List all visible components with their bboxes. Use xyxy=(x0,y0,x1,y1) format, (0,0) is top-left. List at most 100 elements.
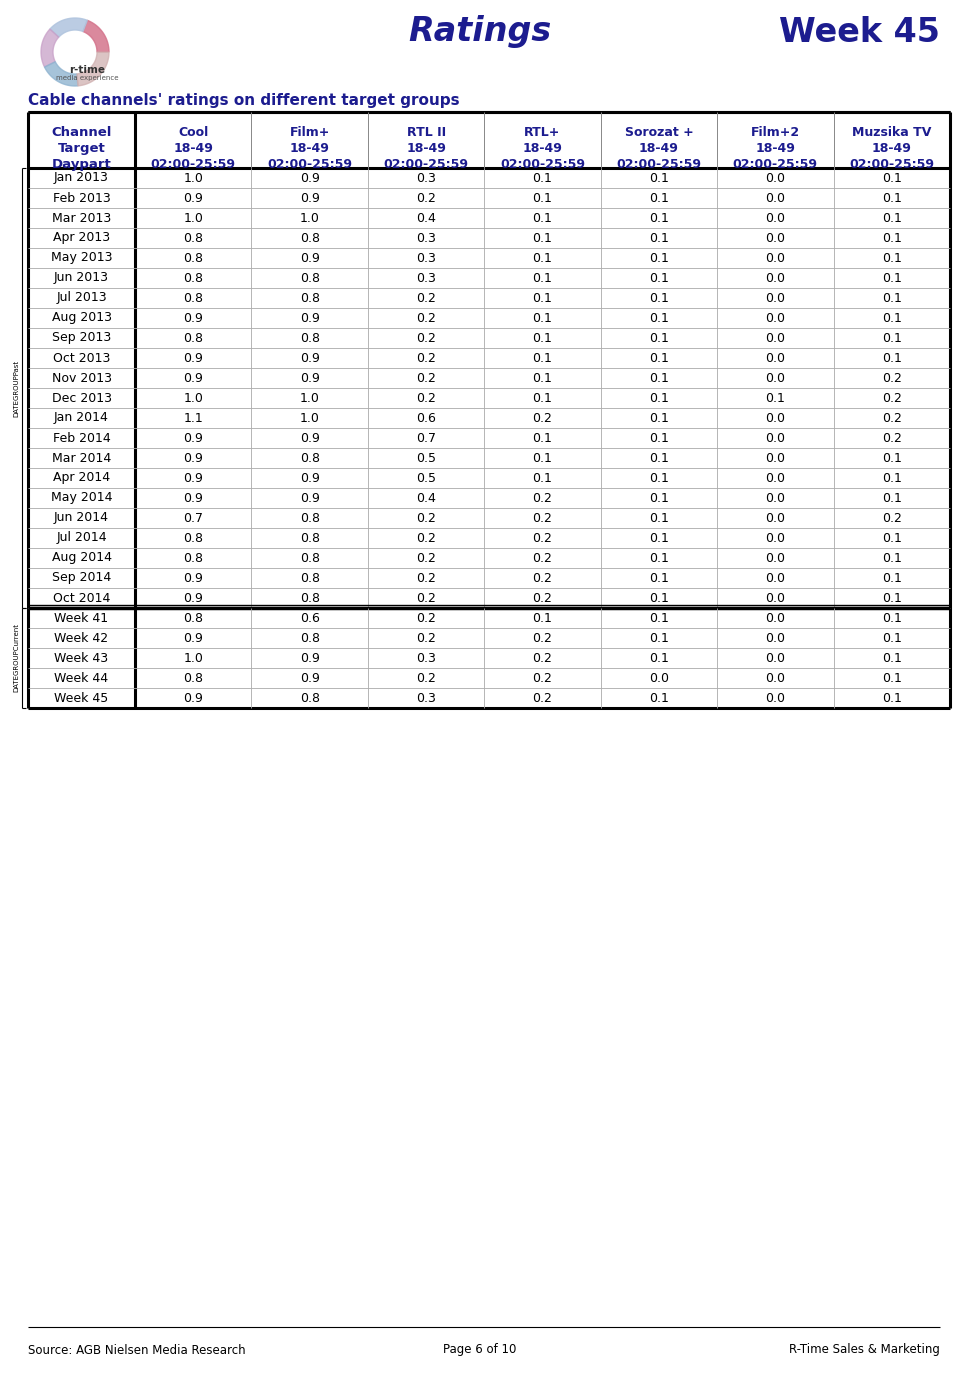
Text: DATEGROUPCurrent: DATEGROUPCurrent xyxy=(13,624,19,693)
Text: 0.0: 0.0 xyxy=(765,511,785,525)
Text: 0.0: 0.0 xyxy=(765,492,785,504)
Text: 0.7: 0.7 xyxy=(183,511,204,525)
Text: 0.9: 0.9 xyxy=(300,651,320,665)
Text: 0.1: 0.1 xyxy=(533,391,552,405)
Text: 0.1: 0.1 xyxy=(649,592,669,605)
Text: 0.2: 0.2 xyxy=(416,611,436,625)
Text: 0.1: 0.1 xyxy=(882,532,901,544)
Text: 0.2: 0.2 xyxy=(416,632,436,644)
Text: 02:00-25:59: 02:00-25:59 xyxy=(616,158,702,171)
Text: 0.1: 0.1 xyxy=(649,231,669,245)
Text: 0.8: 0.8 xyxy=(300,532,320,544)
Text: Jan 2014: Jan 2014 xyxy=(54,412,108,424)
Text: 0.0: 0.0 xyxy=(765,412,785,424)
Text: Channel: Channel xyxy=(51,127,111,139)
Text: Jun 2014: Jun 2014 xyxy=(54,511,109,525)
Text: 1.0: 1.0 xyxy=(183,651,204,665)
Text: 0.1: 0.1 xyxy=(533,231,552,245)
Polygon shape xyxy=(83,21,109,52)
Text: 0.8: 0.8 xyxy=(300,552,320,565)
Text: 1.0: 1.0 xyxy=(183,172,204,185)
Text: 0.1: 0.1 xyxy=(882,592,901,605)
Text: Feb 2013: Feb 2013 xyxy=(53,191,110,205)
Text: 0.7: 0.7 xyxy=(416,431,436,445)
Text: 0.9: 0.9 xyxy=(300,172,320,185)
Text: 1.0: 1.0 xyxy=(300,412,320,424)
Text: 02:00-25:59: 02:00-25:59 xyxy=(151,158,236,171)
Text: Sorozat +: Sorozat + xyxy=(625,127,693,139)
Text: 0.1: 0.1 xyxy=(533,452,552,464)
Text: 0.0: 0.0 xyxy=(765,611,785,625)
Text: 0.9: 0.9 xyxy=(300,351,320,365)
Text: 0.1: 0.1 xyxy=(649,191,669,205)
Text: 0.1: 0.1 xyxy=(649,311,669,325)
Text: 0.2: 0.2 xyxy=(882,391,901,405)
Text: 0.0: 0.0 xyxy=(765,191,785,205)
Text: Aug 2014: Aug 2014 xyxy=(52,552,111,565)
Text: Source: AGB Nielsen Media Research: Source: AGB Nielsen Media Research xyxy=(28,1344,246,1356)
Text: 0.1: 0.1 xyxy=(882,271,901,285)
Text: 18-49: 18-49 xyxy=(756,142,795,156)
Text: 18-49: 18-49 xyxy=(872,142,912,156)
Text: 0.1: 0.1 xyxy=(533,172,552,185)
Text: r-time: r-time xyxy=(69,65,105,74)
Text: 0.2: 0.2 xyxy=(533,632,552,644)
Text: 0.1: 0.1 xyxy=(882,252,901,264)
Text: 0.8: 0.8 xyxy=(183,672,204,684)
Text: 0.1: 0.1 xyxy=(649,351,669,365)
Text: 0.1: 0.1 xyxy=(882,651,901,665)
Text: 0.1: 0.1 xyxy=(533,471,552,485)
Text: 0.9: 0.9 xyxy=(183,632,204,644)
Text: 0.0: 0.0 xyxy=(765,571,785,584)
Text: Nov 2013: Nov 2013 xyxy=(52,372,111,384)
Text: May 2014: May 2014 xyxy=(51,492,112,504)
Text: 0.3: 0.3 xyxy=(416,231,436,245)
Text: 0.9: 0.9 xyxy=(183,492,204,504)
Text: 02:00-25:59: 02:00-25:59 xyxy=(500,158,585,171)
Text: 0.8: 0.8 xyxy=(183,292,204,304)
Text: 0.1: 0.1 xyxy=(649,172,669,185)
Text: 0.1: 0.1 xyxy=(649,271,669,285)
Text: 0.1: 0.1 xyxy=(882,492,901,504)
Text: 0.1: 0.1 xyxy=(533,611,552,625)
Text: 0.1: 0.1 xyxy=(649,552,669,565)
Text: 0.3: 0.3 xyxy=(416,651,436,665)
Text: 0.1: 0.1 xyxy=(882,691,901,705)
Text: 0.1: 0.1 xyxy=(882,191,901,205)
Text: 0.1: 0.1 xyxy=(533,431,552,445)
Text: 0.9: 0.9 xyxy=(183,191,204,205)
Text: 0.1: 0.1 xyxy=(649,212,669,224)
Polygon shape xyxy=(41,29,59,67)
Text: 0.0: 0.0 xyxy=(765,431,785,445)
Text: 0.1: 0.1 xyxy=(882,632,901,644)
Text: Sep 2013: Sep 2013 xyxy=(52,332,111,344)
Text: 0.8: 0.8 xyxy=(300,452,320,464)
Text: 0.6: 0.6 xyxy=(416,412,436,424)
Text: Cable channels' ratings on different target groups: Cable channels' ratings on different tar… xyxy=(28,92,460,107)
Text: 0.8: 0.8 xyxy=(300,292,320,304)
Text: Week 42: Week 42 xyxy=(55,632,108,644)
Text: Apr 2014: Apr 2014 xyxy=(53,471,110,485)
Text: 0.1: 0.1 xyxy=(882,231,901,245)
Text: 0.2: 0.2 xyxy=(416,332,436,344)
Text: 0.1: 0.1 xyxy=(649,391,669,405)
Text: 0.1: 0.1 xyxy=(649,412,669,424)
Text: 0.1: 0.1 xyxy=(882,452,901,464)
Text: 0.8: 0.8 xyxy=(300,592,320,605)
Text: 0.2: 0.2 xyxy=(533,511,552,525)
Text: Week 45: Week 45 xyxy=(55,691,108,705)
Text: 18-49: 18-49 xyxy=(522,142,563,156)
Text: RTL+: RTL+ xyxy=(524,127,561,139)
Text: Page 6 of 10: Page 6 of 10 xyxy=(444,1344,516,1356)
Text: Feb 2014: Feb 2014 xyxy=(53,431,110,445)
Text: Week 45: Week 45 xyxy=(779,15,940,48)
Text: 0.0: 0.0 xyxy=(765,271,785,285)
Polygon shape xyxy=(50,18,87,37)
Text: 0.1: 0.1 xyxy=(882,611,901,625)
Text: 0.2: 0.2 xyxy=(533,412,552,424)
Text: 0.0: 0.0 xyxy=(649,672,669,684)
Text: 0.1: 0.1 xyxy=(533,332,552,344)
Text: 0.0: 0.0 xyxy=(765,471,785,485)
Text: Daypart: Daypart xyxy=(52,158,111,171)
Text: 0.4: 0.4 xyxy=(416,492,436,504)
